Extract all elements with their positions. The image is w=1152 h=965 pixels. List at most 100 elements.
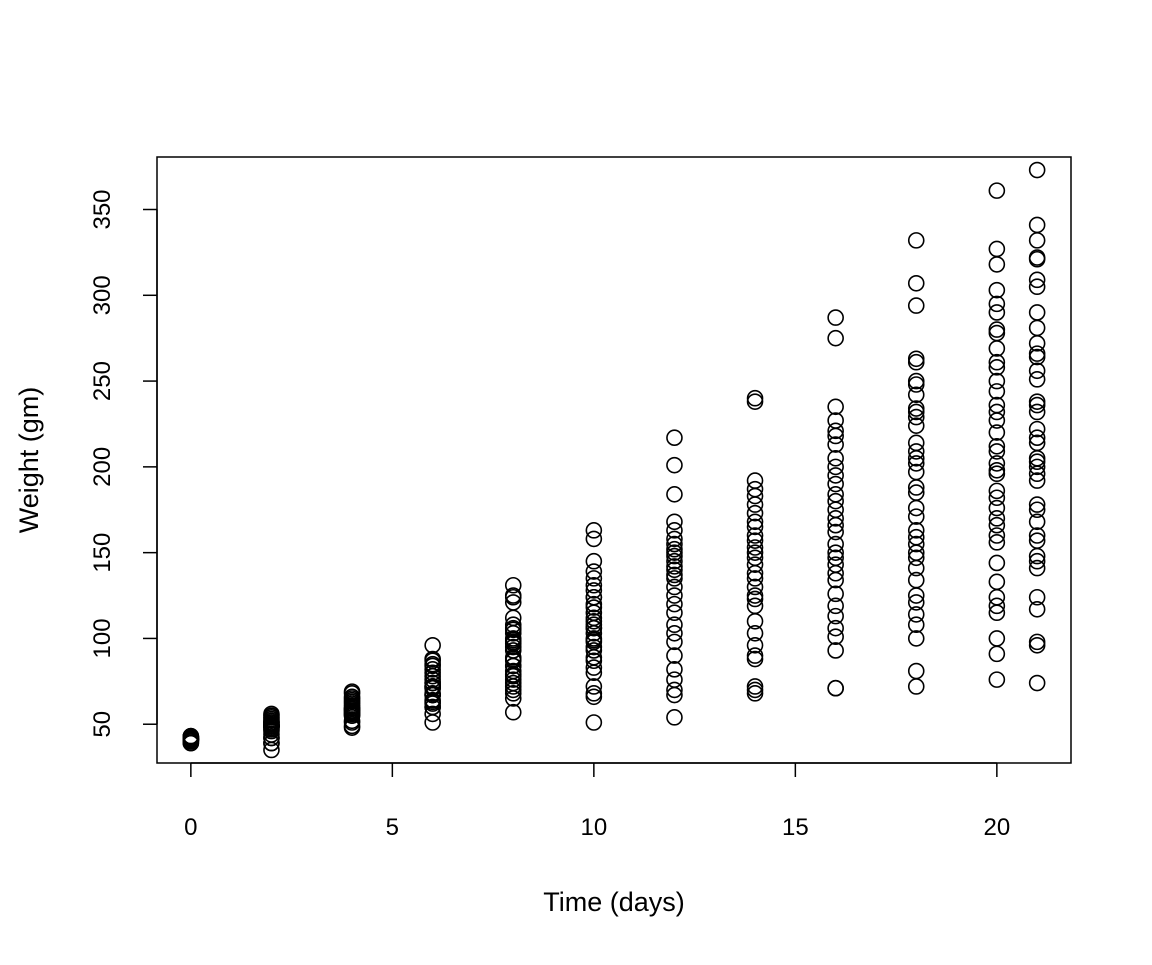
- data-point: [666, 429, 683, 446]
- data-point: [666, 535, 683, 553]
- data-point: [827, 642, 844, 659]
- data-point: [585, 552, 603, 570]
- data-point: [1028, 403, 1046, 421]
- data-point: [988, 304, 1006, 321]
- data-point: [988, 534, 1006, 551]
- data-point: [907, 559, 925, 577]
- data-point: [907, 594, 925, 611]
- data-point: [424, 685, 441, 702]
- data-point: [827, 449, 844, 467]
- data-point: [988, 604, 1006, 622]
- data-point: [907, 408, 925, 426]
- data-point: [424, 714, 441, 731]
- y-tick-label: 200: [89, 447, 116, 487]
- data-point: [343, 717, 361, 735]
- data-point: [746, 570, 764, 587]
- data-point: [504, 587, 522, 604]
- data-point: [1028, 559, 1046, 577]
- data-point: [263, 741, 280, 759]
- data-point: [1028, 371, 1046, 388]
- data-point: [746, 685, 764, 702]
- data-point: [666, 544, 683, 561]
- data-point: [263, 729, 280, 747]
- data-point: [1028, 278, 1046, 296]
- data-point: [1028, 496, 1046, 513]
- data-point: [988, 527, 1006, 544]
- data-point: [907, 630, 925, 647]
- data-point: [988, 465, 1006, 483]
- data-point: [907, 678, 925, 695]
- data-point: [666, 547, 683, 565]
- data-point: [746, 681, 764, 699]
- y-tick-label: 50: [89, 711, 116, 738]
- data-point: [424, 667, 441, 685]
- data-point: [666, 709, 683, 726]
- data-point: [1028, 345, 1046, 362]
- data-point: [1028, 600, 1046, 618]
- data-point: [827, 501, 844, 519]
- data-point: [907, 662, 925, 680]
- data-point: [666, 566, 683, 584]
- data-point: [666, 486, 683, 503]
- data-point: [585, 582, 603, 599]
- data-point: [585, 664, 603, 682]
- data-point: [988, 182, 1006, 199]
- data-point: [1028, 232, 1046, 249]
- data-point: [746, 612, 764, 630]
- data-point: [827, 427, 844, 445]
- data-point: [585, 563, 603, 580]
- x-axis: 0 5 10 15 20: [184, 762, 1010, 841]
- data-point: [827, 467, 844, 484]
- data-point: [1028, 633, 1046, 651]
- data-point: [907, 549, 925, 567]
- data-point: [907, 403, 925, 421]
- data-point: [666, 595, 683, 613]
- data-point: [424, 678, 441, 695]
- data-point: [746, 578, 764, 596]
- data-point: [827, 628, 844, 646]
- data-point: [666, 624, 683, 642]
- data-point: [1028, 527, 1046, 544]
- data-point: [988, 372, 1006, 390]
- data-point: [263, 709, 280, 726]
- data-point: [746, 393, 764, 410]
- data-point: [1028, 458, 1046, 476]
- data-point: [1028, 216, 1046, 234]
- y-tick-label: 250: [89, 361, 116, 401]
- data-point: [907, 297, 925, 314]
- x-tick-label: 0: [184, 814, 197, 841]
- data-point: [827, 544, 844, 561]
- data-point: [827, 422, 844, 440]
- data-point: [746, 539, 764, 556]
- data-point: [907, 376, 925, 393]
- data-point: [827, 510, 844, 527]
- data-point: [666, 604, 683, 622]
- data-point: [1028, 335, 1046, 352]
- data-point: [585, 714, 603, 731]
- data-point: [585, 616, 603, 634]
- data-point: [988, 240, 1006, 258]
- data-point: [746, 532, 764, 549]
- data-point: [585, 688, 603, 706]
- data-point: [746, 496, 764, 513]
- data-point: [1028, 513, 1046, 531]
- data-point: [827, 492, 844, 510]
- data-point: [988, 588, 1006, 606]
- x-tick-label: 10: [580, 814, 607, 841]
- x-tick-label: 5: [386, 814, 399, 841]
- data-point: [907, 386, 925, 404]
- data-point: [907, 350, 925, 368]
- data-point: [907, 417, 925, 434]
- data-point: [1028, 552, 1046, 570]
- data-point: [585, 638, 603, 656]
- data-point: [907, 499, 925, 517]
- data-point: [988, 671, 1006, 688]
- data-point: [907, 606, 925, 623]
- data-point: [988, 489, 1006, 507]
- data-point: [827, 458, 844, 476]
- data-point: [1028, 449, 1046, 467]
- data-point: [1028, 637, 1046, 654]
- data-point: [988, 383, 1006, 400]
- data-point: [988, 437, 1006, 455]
